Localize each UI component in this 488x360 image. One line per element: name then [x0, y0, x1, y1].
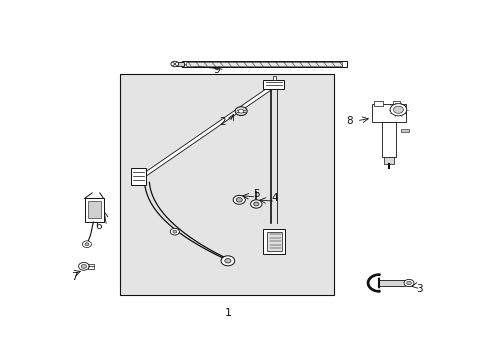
Bar — [182, 61, 346, 67]
Bar — [383, 157, 393, 164]
Bar — [381, 122, 395, 157]
Bar — [88, 201, 101, 218]
Bar — [120, 74, 333, 296]
Bar — [400, 129, 408, 132]
Bar — [267, 232, 281, 251]
Circle shape — [79, 262, 89, 270]
Circle shape — [171, 61, 178, 67]
Circle shape — [85, 243, 89, 246]
Circle shape — [221, 256, 234, 266]
Text: 8: 8 — [345, 116, 352, 126]
Polygon shape — [141, 85, 274, 177]
Circle shape — [81, 264, 86, 268]
Circle shape — [236, 198, 242, 202]
Bar — [263, 229, 284, 254]
Text: 9: 9 — [213, 64, 220, 75]
Circle shape — [224, 258, 230, 263]
Bar — [84, 198, 103, 222]
Circle shape — [389, 104, 406, 116]
Text: 3: 3 — [415, 284, 422, 293]
Text: 4: 4 — [271, 193, 278, 203]
Circle shape — [173, 230, 176, 233]
Text: 1: 1 — [224, 309, 231, 319]
Text: 6: 6 — [96, 221, 102, 231]
Text: 2: 2 — [219, 117, 225, 127]
Bar — [373, 100, 383, 105]
Bar — [392, 100, 400, 105]
Bar — [88, 264, 94, 269]
Circle shape — [250, 200, 262, 208]
Circle shape — [253, 202, 259, 206]
Bar — [272, 76, 276, 80]
Circle shape — [82, 241, 91, 247]
Bar — [378, 280, 405, 286]
Bar — [176, 62, 183, 66]
Circle shape — [235, 107, 247, 116]
Circle shape — [233, 195, 245, 204]
Circle shape — [406, 281, 410, 285]
Text: 5: 5 — [252, 189, 259, 199]
Circle shape — [170, 228, 179, 235]
Bar — [131, 168, 146, 185]
Bar — [263, 80, 284, 89]
Bar — [371, 104, 405, 122]
Circle shape — [238, 109, 244, 113]
Text: 7: 7 — [71, 273, 78, 283]
Circle shape — [393, 106, 403, 113]
Bar — [186, 62, 341, 66]
Circle shape — [403, 279, 413, 287]
